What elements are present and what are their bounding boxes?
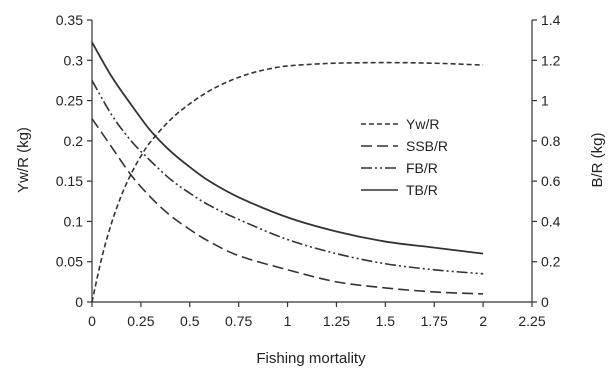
y-left-tick-label: 0.1	[64, 213, 84, 229]
y-left-tick-label: 0.25	[56, 93, 83, 109]
y-left-tick-label: 0.2	[64, 133, 84, 149]
y-right-tick-label: 1.4	[541, 12, 561, 28]
axes: 0 0.25 0.5 0.75 1 1.25 1.5 1.75 2 2.25 0 0.05 0.1 0.1…	[56, 12, 561, 329]
y-left-tick-label: 0	[75, 294, 83, 310]
legend-label-tb-r: TB/R	[406, 182, 438, 198]
x-tick-label: 0.75	[225, 313, 252, 329]
series-lines	[91, 41, 484, 303]
series-line-fb-r	[91, 80, 484, 275]
y-right-tick-label: 0.8	[541, 133, 561, 149]
x-tick-label: 0.5	[180, 313, 200, 329]
legend-label-ssb-r: SSB/R	[406, 138, 448, 154]
legend-label-yw-r: Yw/R	[406, 116, 439, 132]
y-right-tick-label: 1	[541, 93, 549, 109]
x-tick-label: 1	[284, 313, 292, 329]
x-tick-label: 2	[479, 313, 487, 329]
x-tick-label: 0	[88, 313, 96, 329]
y-left-tick-label: 0.15	[56, 173, 83, 189]
series-line-yw-r	[91, 61, 484, 303]
x-tick-label: 1.5	[376, 313, 396, 329]
y-right-tick-label: 1.2	[541, 52, 561, 68]
y-left-tick-label: 0.35	[56, 12, 83, 28]
y-axis-right-title: B/R (kg)	[589, 132, 606, 187]
y-right-tick-label: 0	[541, 294, 549, 310]
y-left-tick-label: 0.3	[64, 52, 84, 68]
x-tick-label: 0.25	[127, 313, 154, 329]
x-axis-title: Fishing mortality	[256, 350, 366, 367]
x-tick-label: 2.25	[518, 313, 545, 329]
y-right-tick-label: 0.2	[541, 254, 561, 270]
x-tick-label: 1.75	[421, 313, 448, 329]
series-line-tb-r	[91, 41, 484, 255]
legend-label-fb-r: FB/R	[406, 160, 438, 176]
x-tick-label: 1.25	[323, 313, 350, 329]
y-axis-left-title: Yw/R (kg)	[15, 127, 32, 193]
y-left-tick-label: 0.05	[56, 254, 83, 270]
y-right-tick-label: 0.4	[541, 213, 561, 229]
y-right-tick-label: 0.6	[541, 173, 561, 189]
series-line-ssb-r	[91, 118, 484, 295]
legend: Yw/R SSB/R FB/R TB/R	[361, 116, 448, 198]
